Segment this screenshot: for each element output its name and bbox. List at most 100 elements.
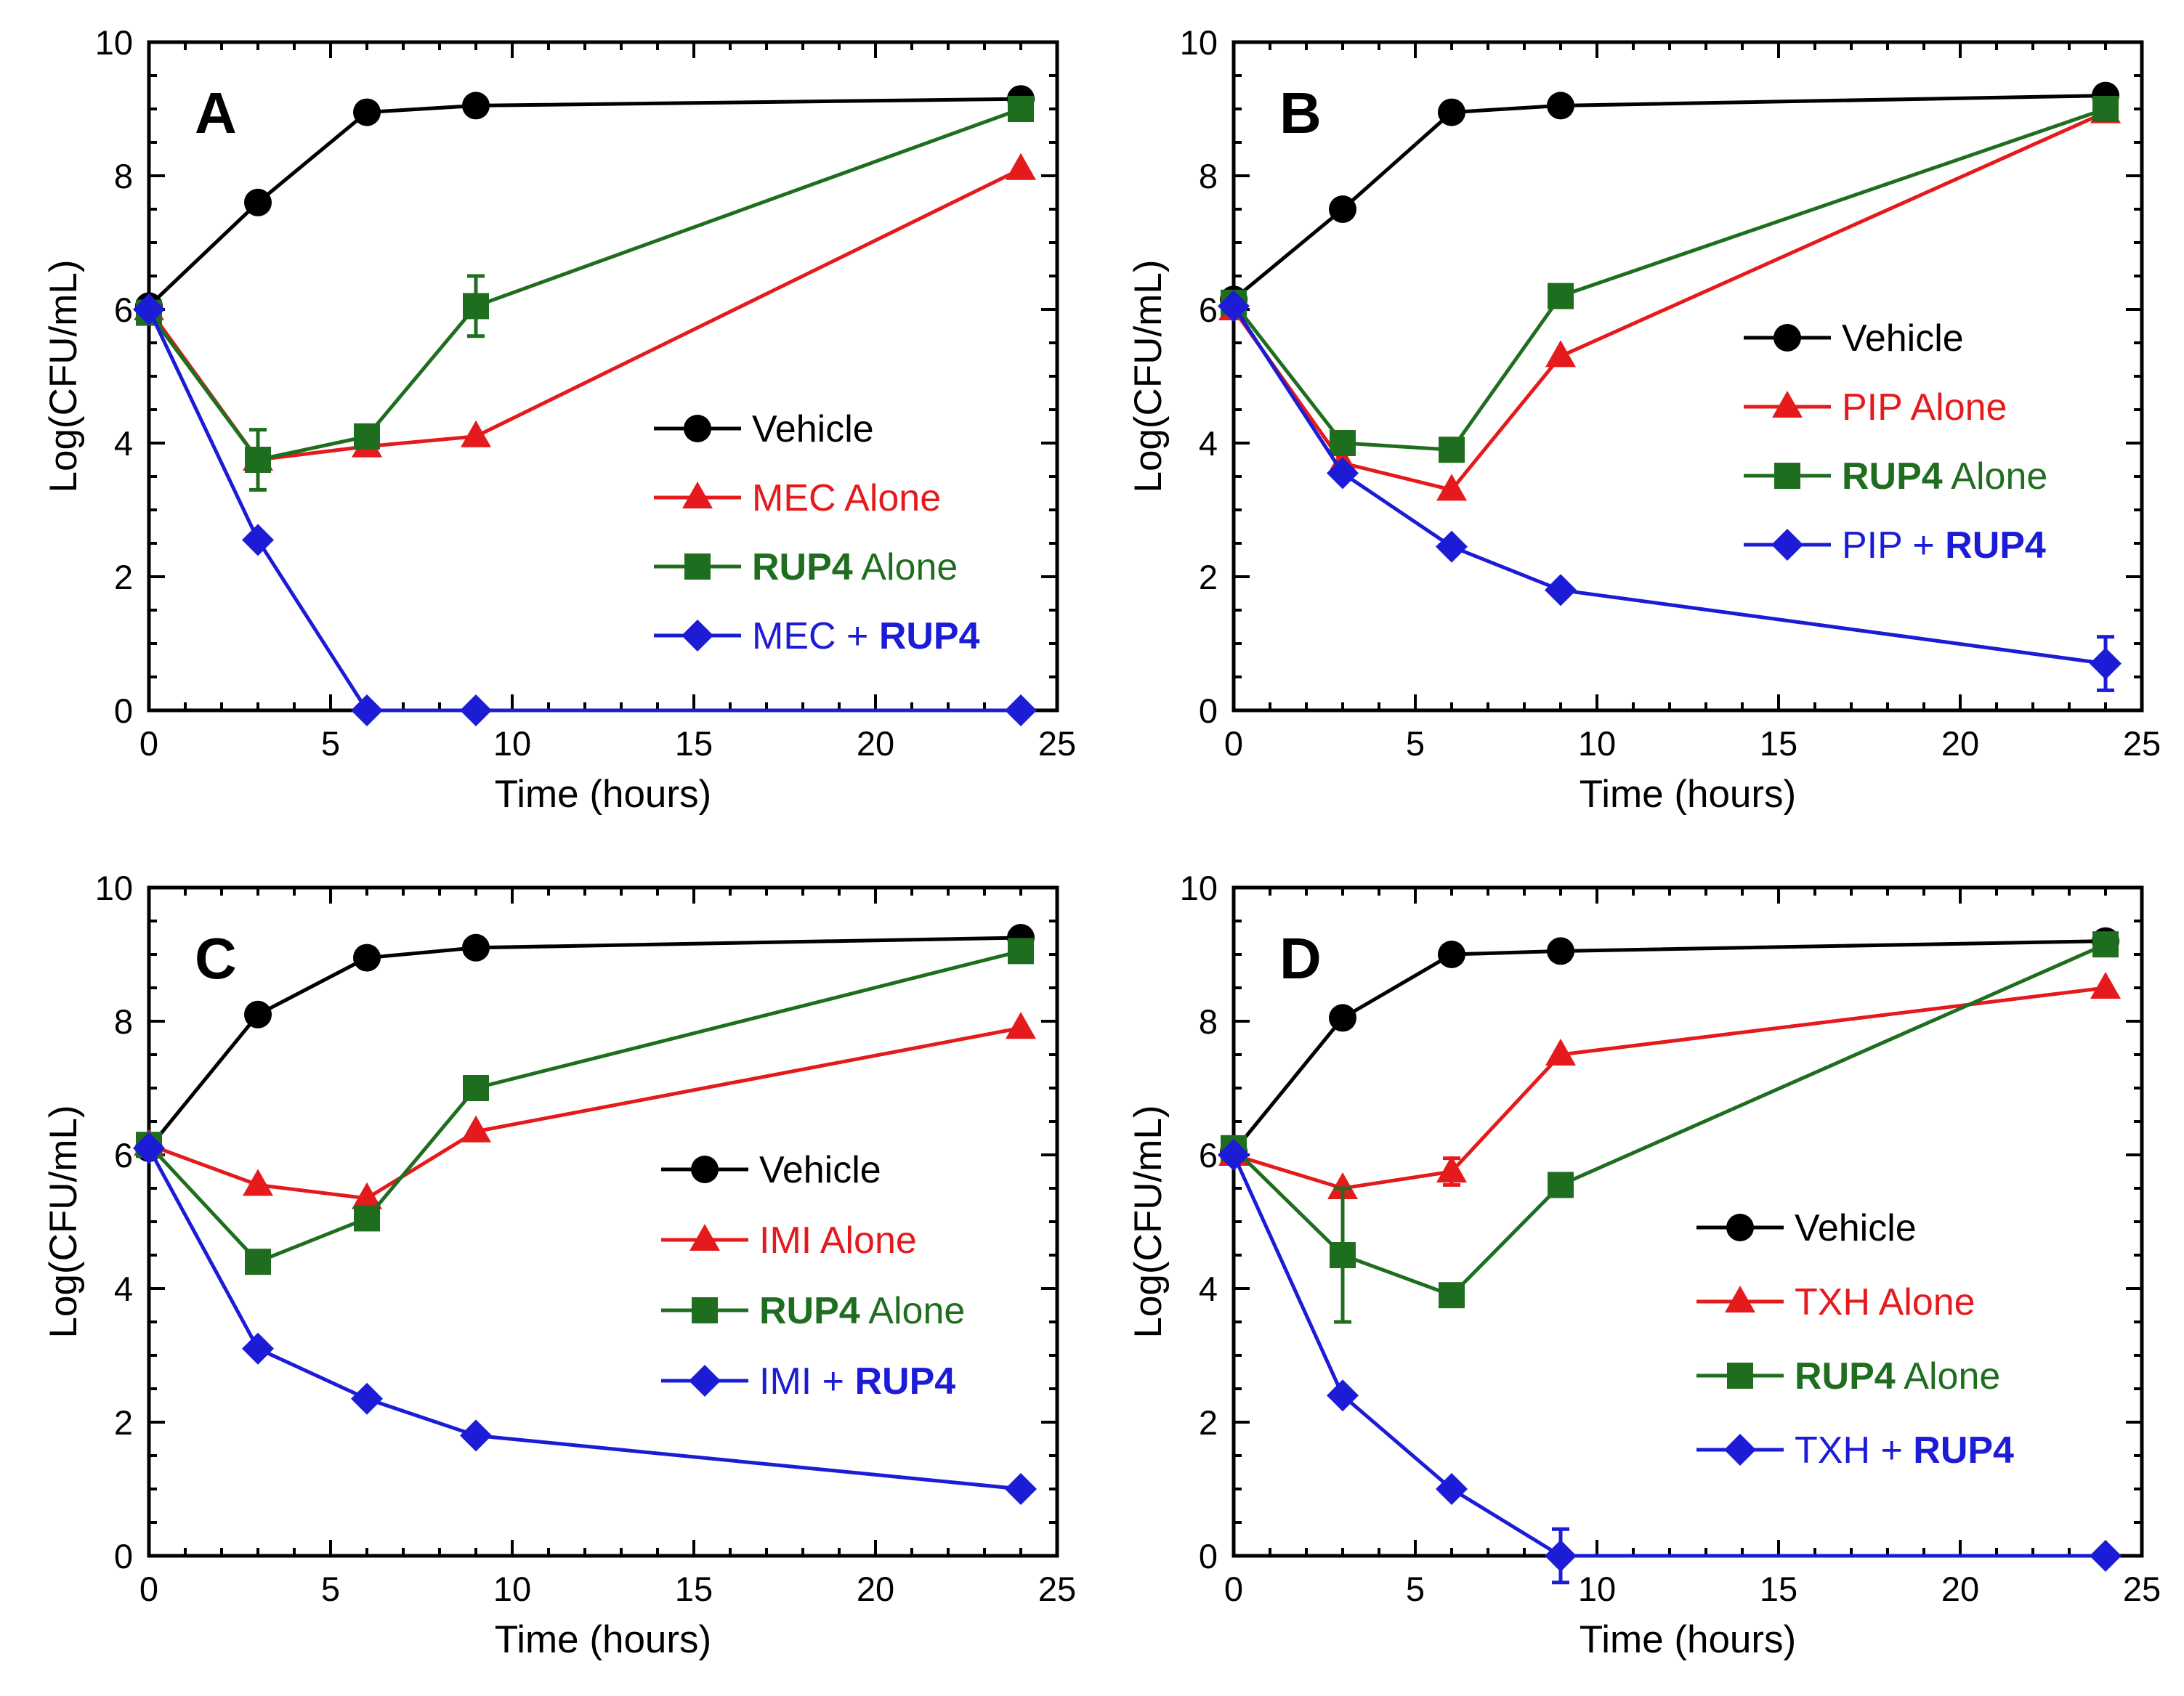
legend-item-drug: PIP Alone (1744, 386, 2007, 429)
y-tick-label: 6 (114, 1136, 133, 1174)
legend-item-rup4: RUP4 Alone (654, 546, 958, 588)
y-tick-label: 2 (1199, 1403, 1218, 1442)
legend-label: MEC + RUP4 (752, 615, 980, 657)
data-point (354, 423, 380, 450)
legend-marker-circle (1726, 1214, 1754, 1241)
legend-marker-triangle (682, 482, 713, 508)
data-point (1327, 457, 1359, 490)
legend-label: RUP4 Alone (1842, 455, 2047, 498)
data-point (2092, 931, 2119, 958)
legend-label: Vehicle (759, 1149, 881, 1191)
x-tick-label: 0 (139, 724, 158, 763)
series-line (1233, 986, 2106, 1190)
legend-item-drug: MEC Alone (654, 477, 941, 519)
y-tick-label: 10 (1180, 23, 1218, 62)
data-point (463, 1075, 489, 1101)
x-axis-label: Time (hours) (1580, 1618, 1796, 1661)
data-point (1436, 474, 1467, 501)
data-point (242, 524, 274, 556)
y-tick-label: 10 (95, 869, 133, 907)
data-point (1439, 437, 1465, 463)
x-axis-label: Time (hours) (495, 1618, 711, 1661)
legend-label: Vehicle (1795, 1207, 1917, 1249)
chart-panel-a: 0 5 10 15 20 25 0 2 4 6 8 10 Time (hours) Log(CFU/mL)… (42, 23, 1076, 816)
data-point (351, 694, 383, 726)
data-point (1545, 340, 1576, 368)
data-point (1005, 1473, 1037, 1505)
y-tick-label: 6 (114, 291, 133, 329)
y-tick-label: 4 (114, 424, 133, 463)
legend-marker-circle (691, 1156, 719, 1183)
x-tick-label: 15 (675, 1570, 713, 1608)
legend-label: Vehicle (1842, 317, 1964, 360)
data-point (1438, 941, 1465, 968)
x-tick-label: 0 (1224, 724, 1243, 763)
legend-marker-square (684, 553, 711, 580)
data-point (1439, 1282, 1465, 1309)
legend-item-combo: IMI + RUP4 (661, 1360, 955, 1403)
data-point (1547, 92, 1574, 120)
data-point (353, 98, 381, 126)
x-tick-label: 5 (1406, 1570, 1425, 1608)
legend-item-drug: IMI Alone (661, 1220, 917, 1262)
legend-label: TXH Alone (1795, 1281, 1975, 1323)
legend-label: RUP4 Alone (1795, 1355, 2000, 1397)
data-point (1218, 290, 1250, 322)
panel-label: D (1279, 926, 1322, 991)
x-tick-label: 10 (493, 724, 531, 763)
x-tick-label: 10 (493, 1570, 531, 1608)
data-point (463, 293, 489, 320)
x-tick-label: 5 (321, 724, 340, 763)
plot-frame (147, 885, 1059, 1558)
y-tick-label: 4 (114, 1270, 133, 1308)
legend-item-drug: TXH Alone (1696, 1281, 1975, 1323)
panel-label: A (195, 81, 237, 145)
data-point (244, 1000, 272, 1028)
y-tick-label: 4 (1199, 424, 1218, 463)
y-tick-label: 6 (1199, 1136, 1218, 1174)
data-point (245, 447, 271, 473)
legend-marker-triangle (1725, 1286, 1755, 1312)
data-point (2090, 1540, 2122, 1572)
data-point (354, 1205, 380, 1232)
legend-label: PIP Alone (1842, 386, 2007, 429)
x-tick-label: 25 (2123, 724, 2161, 763)
y-axis-label: Log(CFU/mL) (42, 259, 85, 492)
legend-label: RUP4 Alone (752, 546, 958, 588)
data-point (1330, 1242, 1356, 1268)
legend-marker-diamond (689, 1365, 721, 1397)
data-point (352, 1182, 382, 1209)
y-tick-label: 8 (1199, 157, 1218, 195)
legend: Vehicle MEC Alone RUP4 Alone MEC + RUP4 (654, 408, 980, 657)
legend-item-vehicle: Vehicle (1696, 1207, 1917, 1249)
chart-panel-d: 0 5 10 15 20 25 0 2 4 6 8 10 Time (hours) Log(CFU/mL)… (1127, 869, 2161, 1661)
data-point (245, 1249, 271, 1275)
series-line (1232, 942, 2107, 1298)
legend-marker-diamond (1724, 1434, 1756, 1466)
legend-marker-diamond (682, 620, 713, 652)
legend-item-rup4: RUP4 Alone (1744, 455, 2047, 498)
legend-marker-diamond (1771, 529, 1803, 561)
data-point (1329, 195, 1356, 223)
legend-item-rup4: RUP4 Alone (661, 1290, 965, 1332)
legend-marker-square (1727, 1363, 1753, 1389)
series-line (147, 107, 1022, 462)
chart-panel-b: 0 5 10 15 20 25 0 2 4 6 8 10 Time (hours) Log(CFU/mL)… (1127, 23, 2161, 816)
y-tick-label: 10 (1180, 869, 1218, 907)
data-point (1545, 574, 1577, 606)
data-point (1436, 1156, 1467, 1182)
legend: Vehicle PIP Alone RUP4 Alone PIP + RUP4 (1744, 317, 2047, 567)
y-axis-label: Log(CFU/mL) (42, 1105, 85, 1338)
data-point (353, 944, 381, 972)
data-point (133, 1132, 165, 1164)
y-tick-label: 6 (1199, 291, 1218, 329)
series-line (1232, 94, 2106, 301)
legend-marker-triangle (1772, 391, 1803, 418)
data-point (242, 1332, 274, 1365)
legend: Vehicle IMI Alone RUP4 Alone IMI + RUP4 (661, 1149, 965, 1403)
series-combo (1218, 290, 2122, 692)
x-tick-label: 15 (675, 724, 713, 763)
series-vehicle (1220, 927, 2119, 1166)
legend-label: IMI Alone (759, 1220, 917, 1262)
